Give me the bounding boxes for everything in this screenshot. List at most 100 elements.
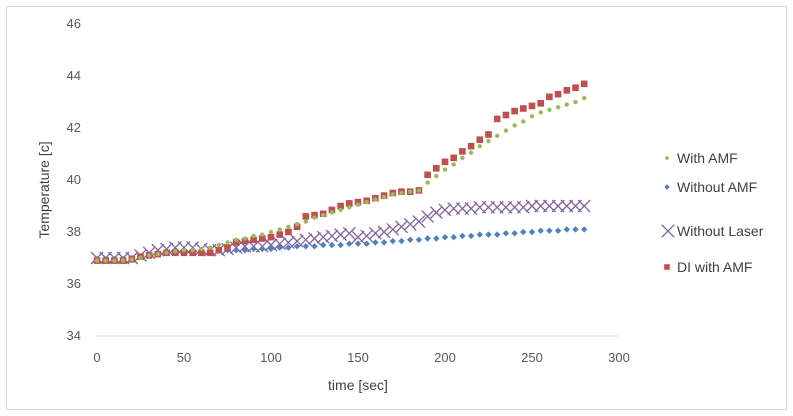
- data-point: [155, 251, 161, 257]
- data-point: [512, 123, 517, 128]
- x-marker-stroke: [299, 233, 313, 247]
- data-point: [477, 144, 482, 149]
- x-marker-stroke: [403, 217, 417, 231]
- data-point: [354, 240, 362, 247]
- data-point: [554, 227, 562, 234]
- data-point: [311, 211, 318, 219]
- data-point: [546, 93, 553, 101]
- data-point: [276, 244, 283, 251]
- data-point: [503, 128, 509, 133]
- data-point: [120, 258, 126, 263]
- data-point: [320, 241, 327, 249]
- data-point: [207, 245, 213, 250]
- x-marker-stroke: [386, 222, 400, 236]
- data-point: [403, 217, 417, 231]
- data-point: [520, 228, 527, 236]
- data-point: [433, 235, 440, 242]
- legend: With AMF Without AMF Without Laser DI with …: [661, 150, 764, 275]
- data-point: [476, 231, 483, 238]
- data-point: [563, 226, 570, 233]
- data-point: [580, 80, 588, 88]
- series-layer: [90, 80, 591, 265]
- data-point: [259, 245, 266, 253]
- data-point: [460, 155, 465, 161]
- x-marker-stroke: [264, 238, 278, 252]
- data-point: [476, 136, 484, 143]
- x-marker-stroke: [342, 226, 356, 240]
- data-point: [520, 105, 527, 112]
- data-point: [277, 227, 282, 232]
- data-point: [225, 240, 230, 245]
- data-point: [198, 249, 205, 257]
- data-point: [250, 245, 257, 253]
- data-point: [286, 224, 291, 229]
- data-point: [338, 207, 343, 213]
- x-tick-label: 300: [608, 350, 630, 365]
- data-point: [189, 249, 196, 257]
- data-point: [190, 248, 195, 253]
- x-marker-stroke: [464, 202, 478, 216]
- data-point: [215, 246, 223, 254]
- data-point: [328, 206, 336, 214]
- data-point: [112, 258, 117, 263]
- data-point: [260, 232, 265, 237]
- data-point: [554, 90, 562, 98]
- data-point: [485, 131, 492, 138]
- data-point: [206, 249, 214, 257]
- x-tick-labels: 0 50 100 150 200 250 300: [93, 350, 629, 365]
- x-tick-label: 200: [434, 350, 456, 365]
- data-point: [395, 220, 408, 234]
- data-point: [398, 237, 405, 245]
- data-point: [573, 99, 578, 105]
- legend-item-without-amf: Without AMF: [664, 179, 757, 195]
- data-point: [259, 235, 266, 242]
- data-point: [450, 234, 457, 241]
- data-point: [424, 235, 431, 242]
- y-tick-label: 36: [67, 276, 81, 291]
- data-point: [399, 190, 404, 196]
- data-point: [464, 202, 478, 216]
- data-point: [415, 236, 423, 243]
- data-point: [354, 198, 362, 206]
- data-point: [325, 229, 339, 243]
- data-point: [450, 154, 457, 162]
- data-point: [312, 215, 317, 220]
- data-point: [381, 194, 387, 200]
- data-point: [233, 247, 240, 254]
- data-point: [337, 241, 344, 249]
- data-point: [199, 246, 204, 252]
- data-point: [364, 199, 369, 205]
- data-point: [429, 206, 443, 219]
- data-point: [234, 237, 239, 242]
- x-marker-stroke: [351, 230, 365, 244]
- x-marker-stroke: [368, 226, 382, 240]
- data-point: [577, 199, 591, 213]
- data-point: [329, 210, 335, 215]
- series-di-with-amf: [93, 80, 588, 264]
- data-point: [147, 253, 152, 258]
- x-marker-stroke: [316, 230, 330, 244]
- x-marker-stroke: [273, 237, 287, 251]
- x-marker-stroke: [360, 229, 374, 243]
- legend-item-with-amf: With AMF: [665, 150, 738, 166]
- data-point: [516, 200, 530, 214]
- data-point: [321, 212, 326, 218]
- data-point: [368, 226, 382, 240]
- legend-label: Without AMF: [677, 179, 757, 195]
- data-point: [316, 230, 330, 244]
- data-point: [377, 225, 391, 239]
- legend-marker: [664, 264, 670, 270]
- data-point: [442, 167, 448, 172]
- data-point: [389, 237, 396, 245]
- data-point: [467, 232, 475, 240]
- data-point: [537, 100, 544, 107]
- legend-item-di-with-amf: DI with AMF: [664, 259, 752, 275]
- data-point: [180, 249, 188, 257]
- x-marker-stroke: [421, 209, 435, 223]
- x-tick-label: 50: [177, 350, 191, 365]
- data-point: [138, 255, 143, 261]
- data-point: [538, 110, 543, 115]
- data-point: [251, 233, 256, 239]
- data-point: [285, 228, 292, 236]
- data-point: [416, 188, 422, 193]
